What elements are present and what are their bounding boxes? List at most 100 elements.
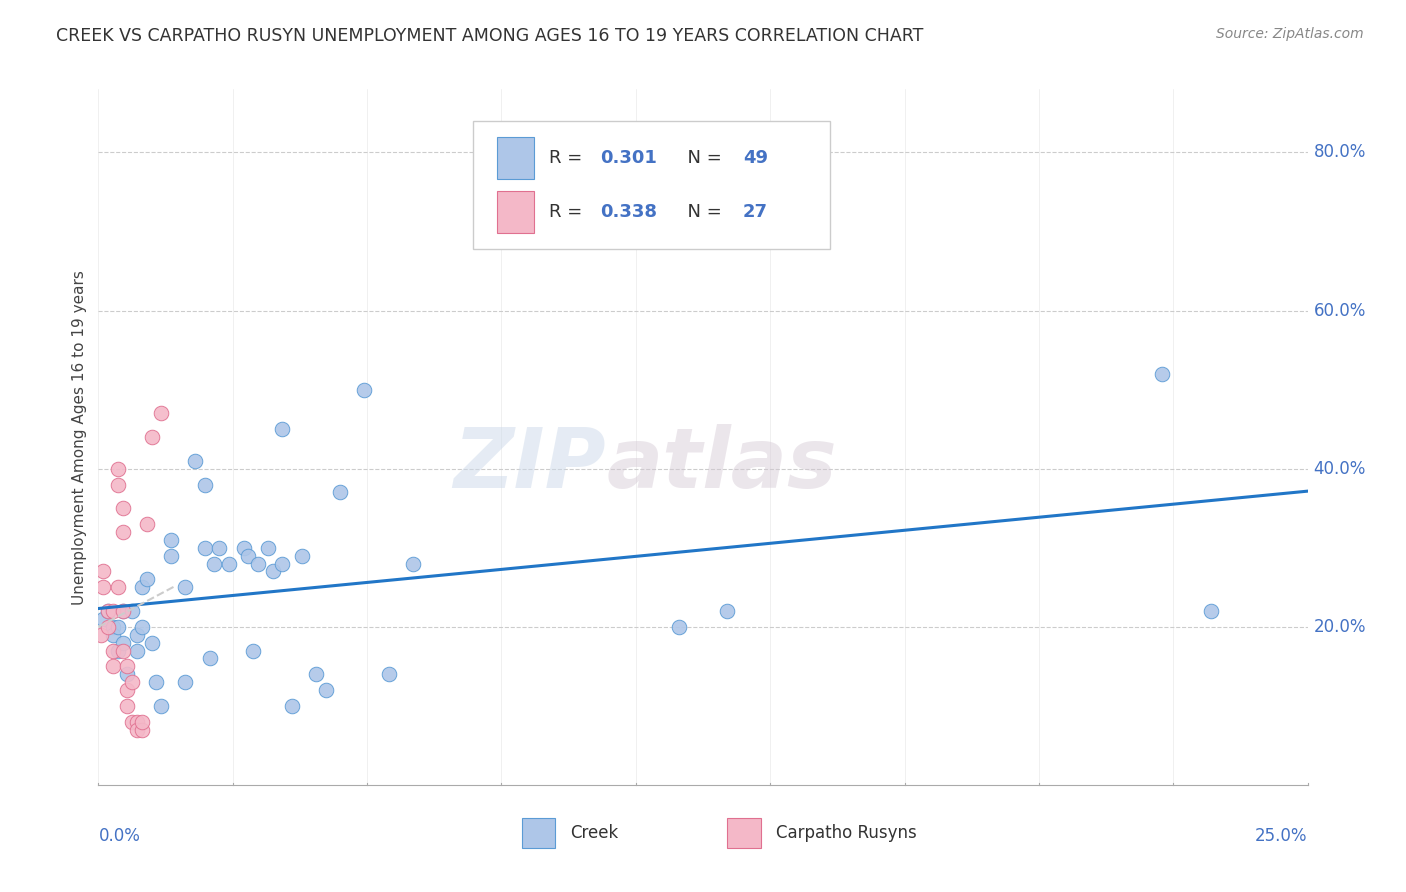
Text: Creek: Creek [569, 824, 619, 842]
Point [160, 533, 183, 547]
Text: N =: N = [676, 149, 728, 167]
Point [208, 541, 231, 555]
Point [194, 477, 217, 491]
Point [271, 422, 294, 436]
Point [141, 635, 163, 649]
Point [204, 557, 226, 571]
Text: 0.338: 0.338 [600, 202, 657, 220]
Point [238, 549, 260, 563]
Text: 60.0%: 60.0% [1313, 301, 1367, 319]
Text: N =: N = [676, 202, 728, 220]
Point [135, 516, 157, 531]
Text: CREEK VS CARPATHO RUSYN UNEMPLOYMENT AMONG AGES 16 TO 19 YEARS CORRELATION CHART: CREEK VS CARPATHO RUSYN UNEMPLOYMENT AMO… [56, 27, 924, 45]
Point [329, 485, 352, 500]
Point [111, 643, 134, 657]
Point [101, 628, 124, 642]
Point [101, 659, 124, 673]
Point [107, 580, 129, 594]
Point [111, 604, 134, 618]
Point [111, 635, 134, 649]
Point [107, 643, 129, 657]
Point [111, 604, 134, 618]
Bar [522, 818, 555, 847]
Point [353, 383, 375, 397]
Y-axis label: Unemployment Among Ages 16 to 19 years: Unemployment Among Ages 16 to 19 years [72, 269, 87, 605]
Point [117, 683, 139, 698]
Text: R =: R = [550, 149, 589, 167]
Bar [498, 191, 534, 233]
Point [218, 557, 240, 571]
Point [91, 612, 114, 626]
Bar [727, 818, 761, 847]
Point [194, 541, 217, 555]
Point [150, 406, 173, 420]
Point [117, 667, 139, 681]
Point [101, 620, 124, 634]
Point [290, 549, 312, 563]
Text: 25.0%: 25.0% [1256, 827, 1308, 845]
Point [91, 565, 114, 579]
Point [117, 698, 139, 713]
Point [256, 541, 278, 555]
Text: atlas: atlas [606, 425, 837, 506]
Point [131, 620, 153, 634]
Point [131, 580, 153, 594]
Point [1152, 367, 1174, 381]
Point [131, 714, 153, 729]
Point [281, 698, 304, 713]
Point [135, 573, 157, 587]
Point [242, 643, 264, 657]
Point [107, 477, 129, 491]
Point [198, 651, 221, 665]
Text: 0.301: 0.301 [600, 149, 657, 167]
Text: 0.0%: 0.0% [98, 827, 141, 845]
Point [247, 557, 270, 571]
Point [174, 580, 197, 594]
Text: 80.0%: 80.0% [1313, 144, 1367, 161]
Point [111, 524, 134, 539]
Point [716, 604, 738, 618]
Point [121, 604, 143, 618]
Point [141, 430, 163, 444]
Point [127, 628, 149, 642]
Point [1199, 604, 1222, 618]
Point [97, 604, 120, 618]
Point [160, 549, 183, 563]
Point [145, 675, 167, 690]
Text: 40.0%: 40.0% [1313, 459, 1367, 478]
Point [90, 628, 112, 642]
Text: ZIP: ZIP [454, 425, 606, 506]
Point [174, 675, 197, 690]
Point [107, 620, 129, 634]
Text: Source: ZipAtlas.com: Source: ZipAtlas.com [1216, 27, 1364, 41]
Point [262, 565, 284, 579]
Point [101, 643, 124, 657]
FancyBboxPatch shape [474, 120, 830, 249]
Point [131, 723, 153, 737]
Point [305, 667, 328, 681]
Point [121, 714, 143, 729]
Point [315, 683, 337, 698]
Text: Carpatho Rusyns: Carpatho Rusyns [776, 824, 917, 842]
Text: 49: 49 [742, 149, 768, 167]
Point [91, 580, 114, 594]
Text: 20.0%: 20.0% [1313, 618, 1367, 636]
Point [97, 620, 120, 634]
Point [150, 698, 173, 713]
Point [121, 675, 143, 690]
Point [232, 541, 254, 555]
Point [101, 604, 124, 618]
Point [127, 714, 149, 729]
Text: 27: 27 [742, 202, 768, 220]
Point [127, 643, 149, 657]
Point [111, 501, 134, 516]
Point [668, 620, 690, 634]
Point [127, 723, 149, 737]
Bar [498, 137, 534, 179]
Text: R =: R = [550, 202, 589, 220]
Point [97, 604, 120, 618]
Point [117, 659, 139, 673]
Point [271, 557, 294, 571]
Point [377, 667, 399, 681]
Point [107, 461, 129, 475]
